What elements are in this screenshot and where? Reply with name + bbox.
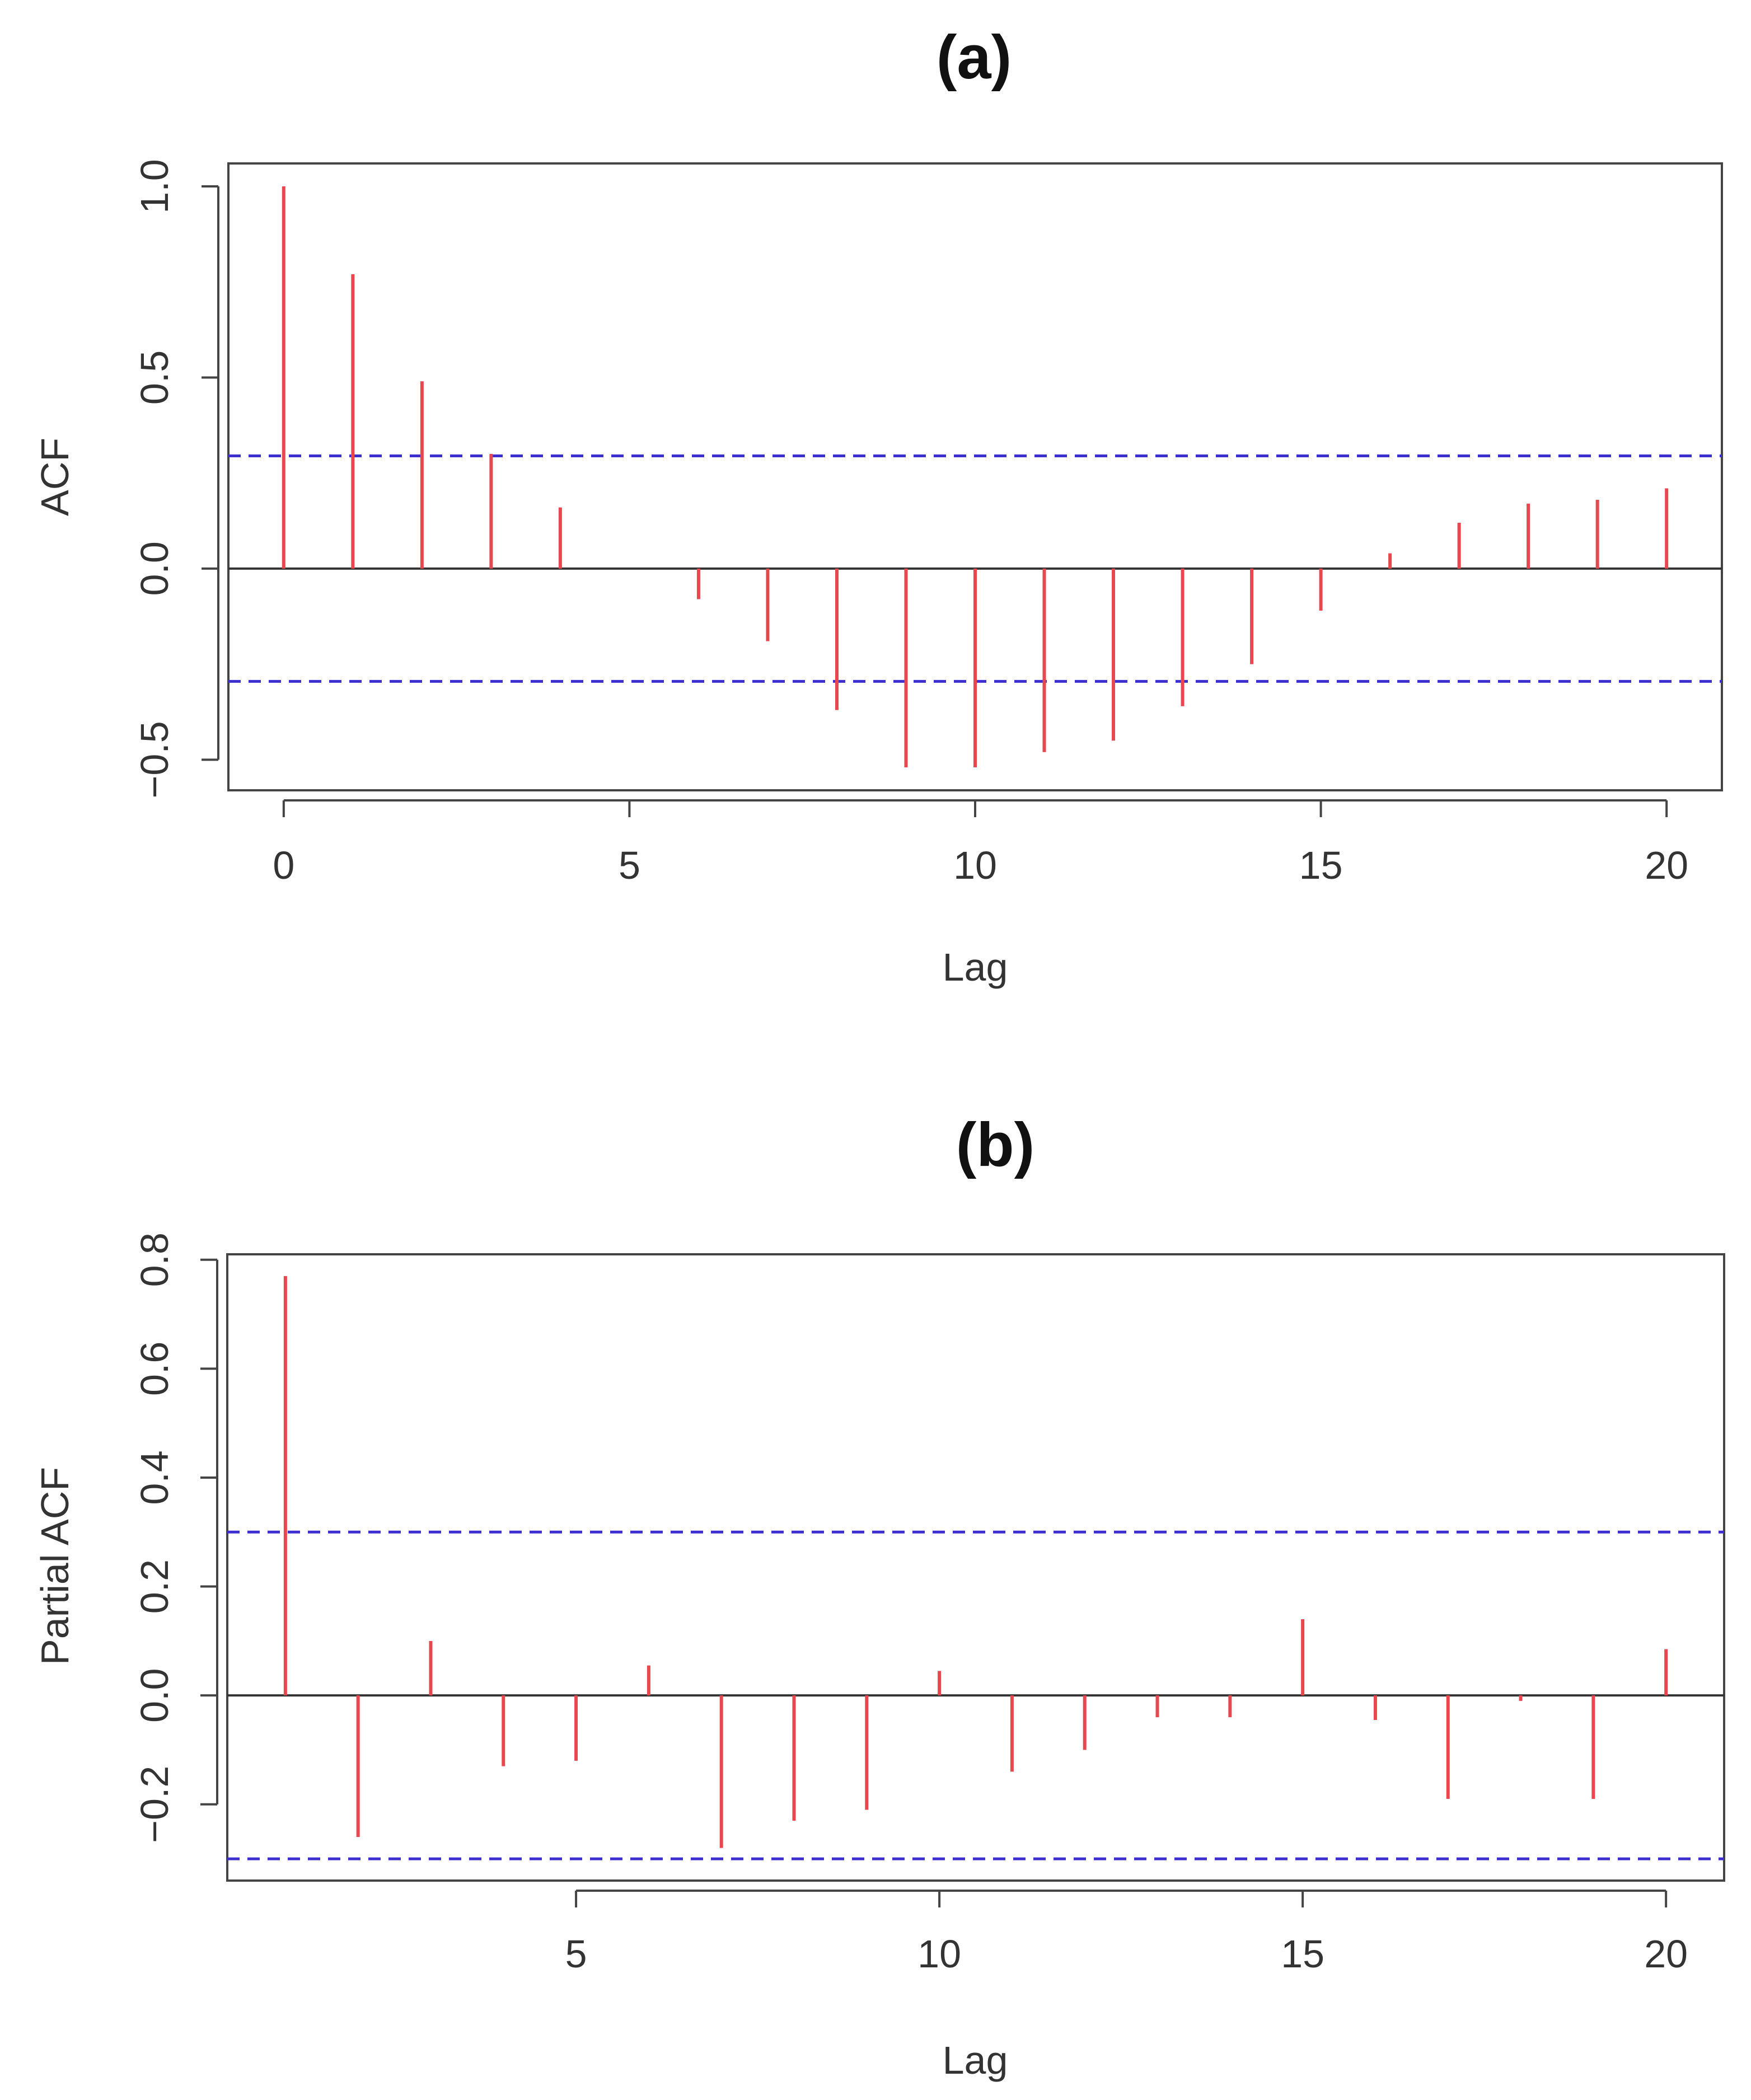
pacf-x-axis-label: Lag — [943, 2038, 1008, 2082]
acf-y-tick-label: 0.5 — [133, 350, 176, 405]
acf-x-tick-label: 5 — [619, 843, 640, 887]
acf-x-tick-label: 10 — [953, 843, 997, 887]
acf-y-tick-label: 0.0 — [133, 541, 176, 596]
acf-x-tick-label: 15 — [1299, 843, 1343, 887]
pacf-panel: (b) 5 10 15 20 −0.2 0.0 0.2 0.4 0.6 0.8 Lag Parti… — [33, 1110, 1725, 2082]
pacf-x-tick-label: 20 — [1644, 1932, 1688, 1976]
pacf-y-tick-label: 0.8 — [133, 1232, 176, 1287]
acf-panel-title: (a) — [937, 23, 1012, 92]
acf-x-tick-label: 20 — [1645, 843, 1688, 887]
pacf-y-tick-label: 0.4 — [133, 1450, 176, 1504]
acf-panel: (a) 0 5 10 15 20 −0.5 0.0 0.5 1.0 Lag ACF — [33, 23, 1723, 989]
pacf-y-tick-label: 0.2 — [133, 1559, 176, 1614]
pacf-plot-frame — [226, 1253, 1725, 1882]
acf-x-tick-label: 0 — [273, 843, 294, 887]
pacf-x-tick-label: 10 — [917, 1932, 961, 1976]
pacf-y-tick-label: 0.0 — [133, 1668, 176, 1723]
acf-y-tick-label: 1.0 — [133, 159, 176, 213]
acf-plot-frame — [227, 162, 1723, 791]
pacf-y-axis-label: Partial ACF — [33, 1467, 77, 1665]
acf-y-tick-label: −0.5 — [133, 721, 176, 798]
acf-y-axis-label: ACF — [33, 438, 77, 516]
pacf-x-tick-label: 5 — [565, 1932, 587, 1976]
pacf-panel-title: (b) — [956, 1110, 1034, 1179]
acf-x-axis-label: Lag — [943, 945, 1008, 989]
pacf-y-tick-label: −0.2 — [133, 1766, 176, 1843]
pacf-y-tick-label: 0.6 — [133, 1342, 176, 1396]
pacf-x-tick-label: 15 — [1281, 1932, 1324, 1976]
